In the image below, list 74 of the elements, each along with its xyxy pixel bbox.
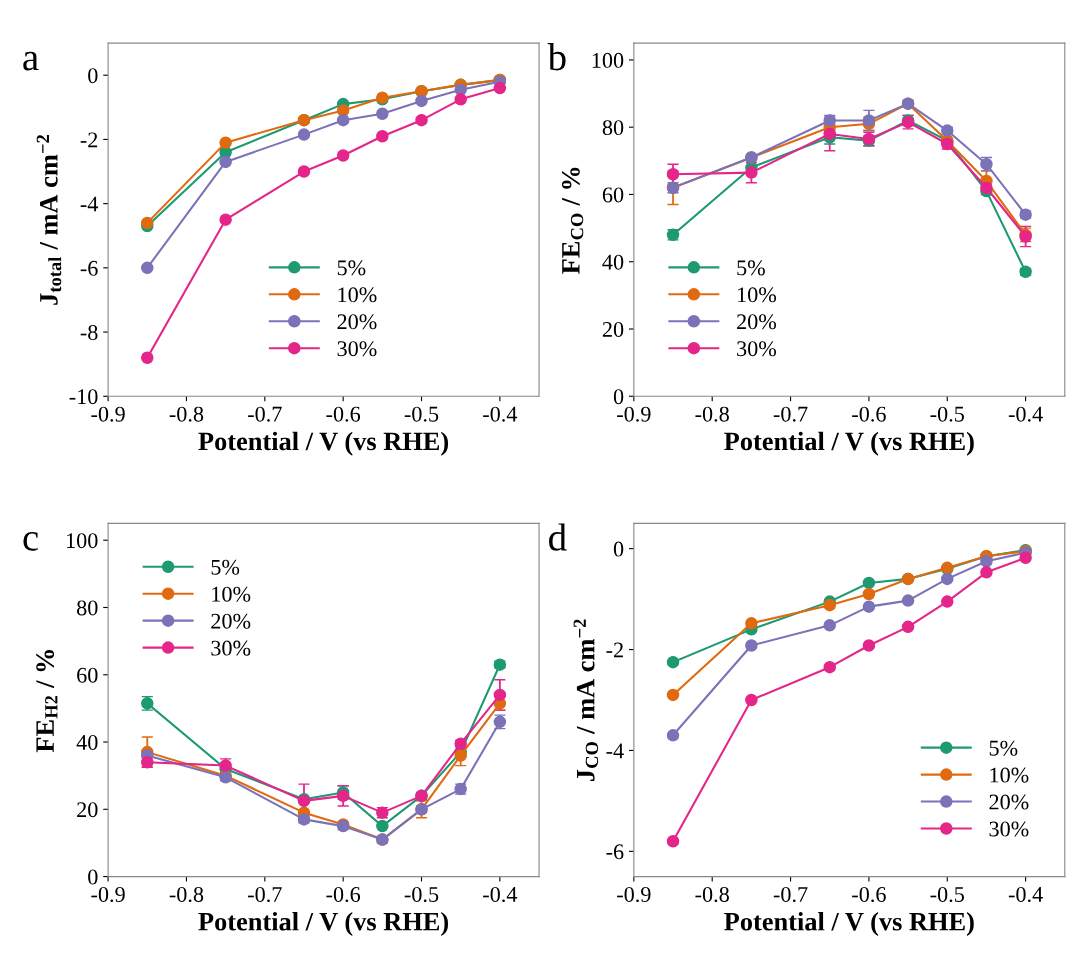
x-tick-label: -0.9 — [91, 886, 125, 903]
y-tick-label: -4 — [80, 196, 99, 212]
legend-label: 10% — [338, 287, 377, 303]
y-tick-label: 0 — [613, 389, 624, 405]
text: a — [23, 51, 39, 71]
x-axis-title: Potential / V (vs RHE) — [724, 431, 974, 456]
legend-label: 30% — [211, 640, 251, 656]
y-tick-label: 0 — [613, 541, 624, 557]
y-tick-label: -2 — [606, 642, 623, 658]
y-axis-title: J$_{total}$ / mA cm$^{−2}$ — [36, 135, 62, 305]
x-axis-title: Potential / V (vs RHE) — [198, 912, 449, 936]
x-tick-label: -0.9 — [617, 406, 651, 422]
legend-label: 30% — [737, 341, 777, 357]
x-tick-label: -0.8 — [695, 886, 729, 903]
x-tick-label: -0.4 — [483, 406, 518, 422]
y-tick-label: -2 — [80, 132, 98, 148]
x-tick-label: -0.7 — [773, 406, 808, 422]
x-tick-label: -0.9 — [91, 406, 125, 422]
x-tick-label: -0.7 — [773, 886, 808, 903]
x-tick-label: -0.7 — [248, 406, 282, 422]
x-tick-label: -0.8 — [169, 886, 204, 903]
x-tick-label: -0.4 — [1008, 406, 1043, 422]
y-tick-label: 100 — [67, 533, 98, 549]
y-tick-label: 40 — [602, 254, 624, 270]
legend-label: 5% — [737, 260, 765, 276]
legend-label: 30% — [989, 821, 1029, 837]
x-tick-label: -0.8 — [169, 406, 204, 422]
x-tick-label: -0.7 — [248, 886, 282, 903]
legend-label: 20% — [211, 613, 251, 629]
y-tick-label: -8 — [80, 324, 98, 340]
legend-label: 5% — [337, 260, 366, 276]
legend-label: 20% — [989, 794, 1029, 810]
y-tick-label: 40 — [76, 734, 98, 750]
x-tick-label: -0.6 — [852, 406, 886, 422]
y-tick-label: -6 — [606, 844, 624, 860]
y-axis-title: FE$_{CO}$ / % — [561, 167, 584, 274]
y-axis-title: J$_{CO}$ / mA cm$^{−2}$ — [573, 619, 599, 782]
y-tick-label: -6 — [80, 260, 98, 276]
y-tick-label: 20 — [77, 802, 98, 818]
y-tick-label: 80 — [77, 600, 98, 616]
legend-label: 20% — [337, 314, 377, 330]
y-tick-label: 0 — [88, 68, 98, 84]
x-tick-label: -0.6 — [852, 886, 886, 903]
x-tick-label: -0.5 — [404, 886, 439, 903]
legend-label: 10% — [738, 287, 777, 303]
x-tick-label: -0.4 — [483, 886, 518, 903]
y-tick-label: 20 — [602, 321, 624, 337]
x-tick-label: -0.6 — [326, 886, 361, 903]
y-tick-label: 80 — [602, 120, 624, 136]
legend-label: 30% — [337, 341, 377, 357]
y-tick-label: 100 — [592, 52, 624, 68]
legend-label: 5% — [989, 740, 1018, 756]
y-axis-title: FE$_{H2}$ / % — [36, 650, 58, 753]
legend-label: 10% — [990, 767, 1029, 783]
y-tick-label: 60 — [602, 187, 624, 203]
x-tick-label: -0.6 — [326, 406, 361, 422]
x-tick-label: -0.4 — [1008, 886, 1043, 903]
x-tick-label: -0.8 — [695, 406, 729, 422]
x-tick-label: -0.5 — [930, 406, 964, 422]
x-axis-title: Potential / V (vs RHE) — [198, 431, 449, 456]
y-tick-label: 0 — [88, 869, 98, 885]
y-tick-label: -10 — [69, 389, 98, 405]
text: c — [23, 532, 38, 551]
legend-label: 20% — [737, 314, 777, 330]
legend-label: 10% — [212, 586, 251, 602]
legend-label: 5% — [211, 559, 240, 575]
x-tick-label: -0.5 — [404, 406, 439, 422]
text: d — [549, 523, 567, 551]
x-tick-label: -0.9 — [617, 886, 651, 903]
x-axis-title: Potential / V (vs RHE) — [724, 912, 974, 936]
x-tick-label: -0.5 — [930, 886, 964, 903]
text: b — [547, 43, 566, 71]
y-tick-label: 60 — [77, 667, 98, 683]
y-tick-label: -4 — [606, 743, 624, 759]
